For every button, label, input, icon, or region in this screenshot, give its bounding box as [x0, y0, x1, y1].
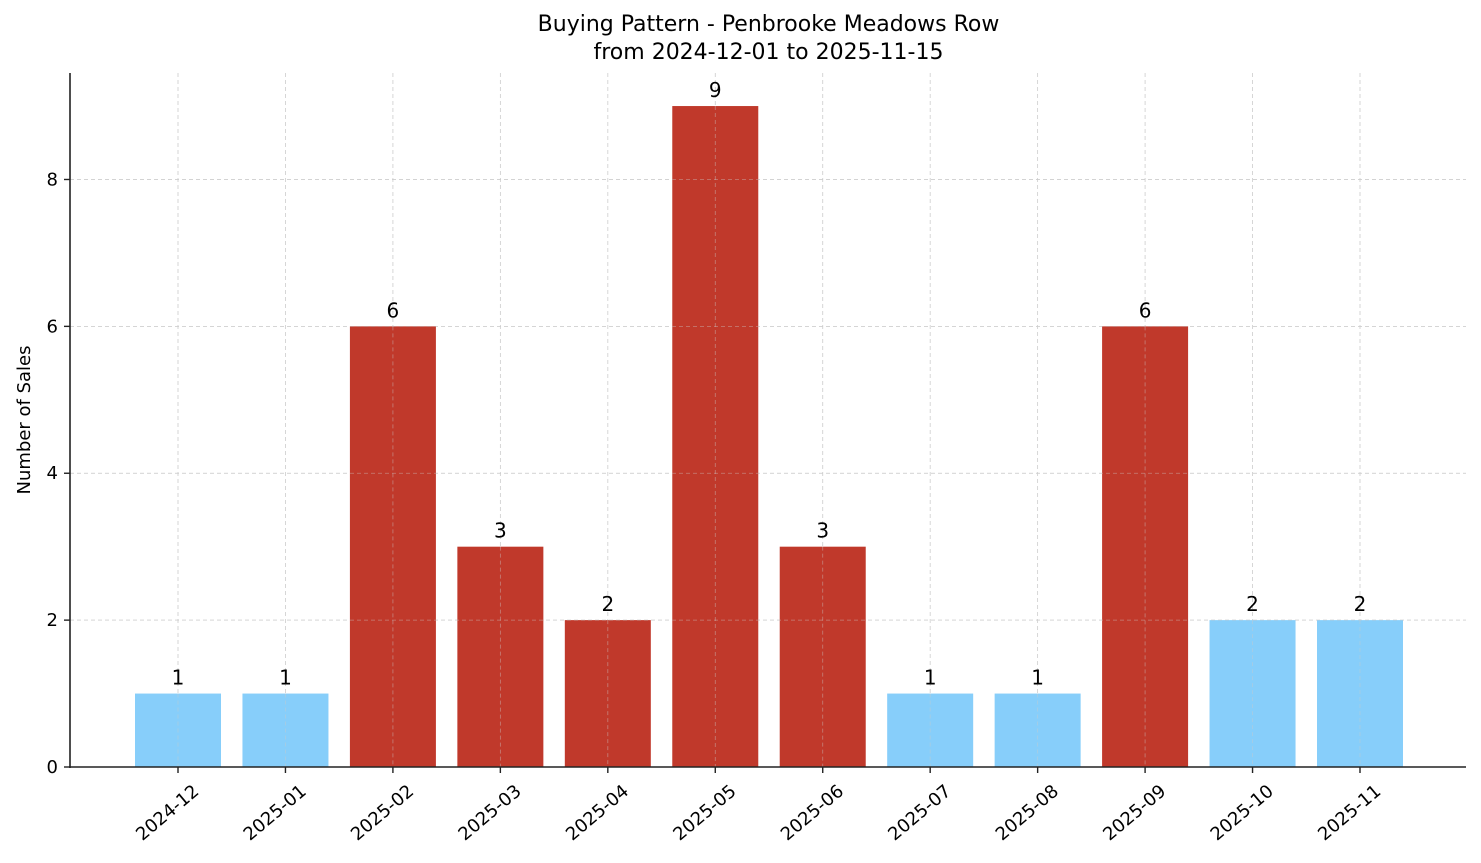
- y-tick-label: 2: [47, 610, 58, 631]
- y-axis-ticks: 0 2 4 6 8: [47, 169, 70, 778]
- x-tick-label: 2025-02: [347, 781, 418, 845]
- bar-value-label: 3: [494, 519, 507, 543]
- bar-value-label: 9: [709, 78, 722, 102]
- chart-subtitle: from 2024-12-01 to 2025-11-15: [593, 40, 944, 65]
- bar-value-label: 2: [1246, 592, 1259, 616]
- x-tick-label: 2025-11: [1314, 781, 1385, 845]
- x-tick-label: 2025-03: [454, 781, 525, 845]
- x-tick-label: 2024-12: [132, 781, 203, 845]
- bar-value-label: 6: [387, 298, 400, 322]
- chart-title: Buying Pattern - Penbrooke Meadows Row f…: [0, 11, 1481, 67]
- bar-value-label: 1: [924, 666, 937, 690]
- x-tick-label: 2025-06: [777, 781, 848, 845]
- bar-value-label: 3: [816, 519, 829, 543]
- bar-value-label: 1: [1031, 666, 1044, 690]
- x-tick-label: 2025-07: [884, 781, 955, 845]
- y-tick-label: 8: [47, 169, 58, 190]
- x-tick-label: 2025-01: [240, 781, 311, 845]
- x-tick-label: 2025-08: [992, 781, 1063, 845]
- x-tick-label: 2025-04: [562, 781, 633, 845]
- bar-value-label: 2: [601, 592, 614, 616]
- bar-2025-06: [779, 546, 866, 767]
- bar-value-label: 1: [172, 666, 185, 690]
- bar-value-labels: 1 1 6 3 2 9 3 1 1 6 2 2: [172, 78, 1367, 690]
- bar-value-label: 6: [1139, 298, 1152, 322]
- bars: [70, 106, 1466, 768]
- y-tick-label: 4: [47, 463, 58, 484]
- x-tick-label: 2025-09: [1099, 781, 1170, 845]
- y-tick-label: 6: [47, 316, 58, 337]
- x-tick-label: 2025-10: [1207, 781, 1278, 845]
- axes: [69, 73, 1466, 768]
- bar-2025-03: [457, 546, 544, 767]
- x-tick-label: 2025-05: [669, 781, 740, 845]
- x-axis-ticks: 2024-12 2025-01 2025-02 2025-03 2025-04 2025-…: [132, 767, 1385, 845]
- bar-value-label: 2: [1354, 592, 1367, 616]
- chart-title-main: Buying Pattern - Penbrooke Meadows Row: [537, 12, 1000, 37]
- y-tick-label: 0: [47, 757, 58, 778]
- y-axis-label: Number of Sales: [14, 345, 35, 494]
- bar-value-label: 1: [279, 666, 292, 690]
